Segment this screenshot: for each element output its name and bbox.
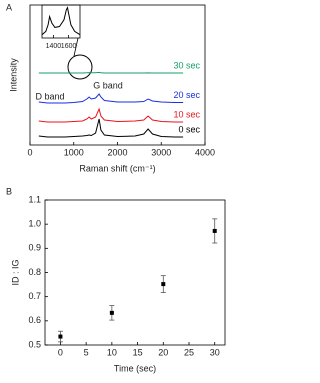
y-axis-label: ID : IG xyxy=(10,259,20,285)
series-label: 0 sec xyxy=(178,124,200,134)
y-axis-label: Intensity xyxy=(8,58,18,92)
x-axis-label: Time (sec) xyxy=(114,363,156,373)
x-tick-label: 30 xyxy=(210,347,220,357)
x-tick-label: 10 xyxy=(107,347,117,357)
data-point xyxy=(161,282,166,287)
panel-label: B xyxy=(6,186,12,196)
x-tick-label: 3000 xyxy=(151,147,171,157)
series-label: 20 sec xyxy=(173,90,200,100)
spectrum-line xyxy=(38,71,184,74)
figure: A 0 1000 2000 3000 4000 Raman shift (cm⁻¹) Inte… xyxy=(6,2,226,373)
y-tick-label: 1.1 xyxy=(28,194,41,204)
x-tick-label: 0 xyxy=(27,147,32,157)
spectrum-line xyxy=(38,93,184,104)
annotation: D band xyxy=(35,91,64,101)
x-tick-label: 5 xyxy=(84,347,89,357)
panel-label: A xyxy=(6,2,12,12)
x-tick-label: 15 xyxy=(133,347,143,357)
y-tick-label: 0.9 xyxy=(28,243,41,253)
x-axis-label: Raman shift (cm⁻¹) xyxy=(79,163,155,173)
inset-frame xyxy=(41,4,81,39)
x-tick-label: 1000 xyxy=(64,147,84,157)
series-label: 30 sec xyxy=(173,60,200,70)
plot-frame xyxy=(44,199,226,346)
spectrum-line xyxy=(41,6,81,36)
x-tick-label: 0 xyxy=(58,347,63,357)
series-label: 10 sec xyxy=(173,109,200,119)
x-tick-label: 1400 xyxy=(46,43,62,50)
data-point xyxy=(58,334,63,339)
x-tick-label: 1600 xyxy=(61,43,77,50)
annotation: G band xyxy=(93,80,123,90)
x-tick-label: 4000 xyxy=(195,147,215,157)
x-tick-label: 20 xyxy=(158,347,168,357)
y-tick-label: 0.6 xyxy=(28,315,41,325)
data-point xyxy=(212,228,217,233)
spectrum-line xyxy=(38,107,184,123)
y-tick-label: 0.8 xyxy=(28,267,41,277)
zoom-circle xyxy=(67,54,93,80)
x-tick-label: 2000 xyxy=(107,147,127,157)
x-tick-label: 25 xyxy=(184,347,194,357)
y-tick-label: 1.0 xyxy=(28,219,41,229)
spectrum-line xyxy=(38,118,184,138)
y-tick-label: 0.5 xyxy=(28,339,41,349)
zoom-connector xyxy=(73,37,79,57)
y-tick-label: 0.7 xyxy=(28,291,41,301)
data-point xyxy=(109,310,114,315)
